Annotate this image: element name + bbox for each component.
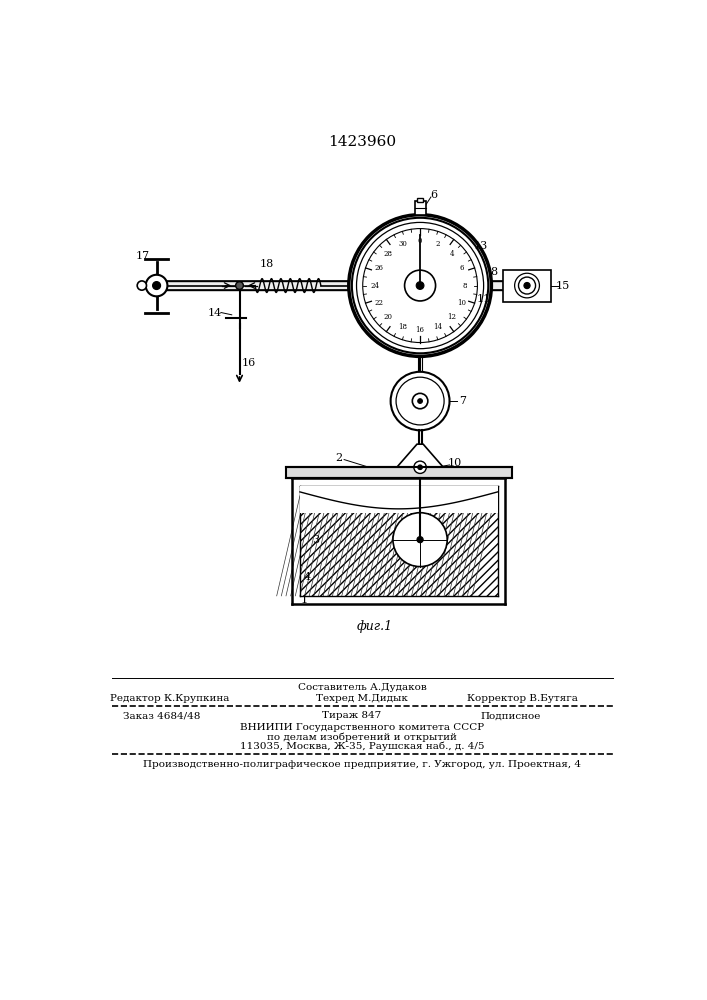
Circle shape bbox=[391, 372, 450, 430]
Circle shape bbox=[418, 465, 422, 470]
Text: Техред М.Дидык: Техред М.Дидык bbox=[316, 694, 408, 703]
Text: 14: 14 bbox=[433, 323, 442, 331]
Text: 4: 4 bbox=[450, 250, 454, 258]
Text: 10: 10 bbox=[457, 299, 466, 307]
Text: фиг.1: фиг.1 bbox=[357, 620, 393, 633]
Text: 113035, Москва, Ж-35, Раушская наб., д. 4/5: 113035, Москва, Ж-35, Раушская наб., д. … bbox=[240, 741, 484, 751]
Circle shape bbox=[153, 282, 160, 289]
Circle shape bbox=[518, 277, 535, 294]
Text: 1423960: 1423960 bbox=[328, 135, 396, 149]
Text: 7: 7 bbox=[460, 396, 466, 406]
Text: 6: 6 bbox=[460, 264, 464, 272]
Text: Составитель А.Дудаков: Составитель А.Дудаков bbox=[298, 683, 426, 692]
Text: Тираж 847: Тираж 847 bbox=[322, 711, 382, 720]
Text: 6: 6 bbox=[431, 190, 438, 200]
Text: 20: 20 bbox=[384, 313, 393, 321]
Text: 18: 18 bbox=[259, 259, 274, 269]
Text: 8: 8 bbox=[463, 282, 467, 290]
Text: 16: 16 bbox=[416, 326, 425, 334]
Text: 14: 14 bbox=[208, 308, 222, 318]
Bar bbox=[158, 281, 349, 290]
Text: 30: 30 bbox=[399, 240, 407, 248]
Circle shape bbox=[414, 461, 426, 473]
Text: 12: 12 bbox=[448, 313, 456, 321]
Text: Редактор К.Крупкина: Редактор К.Крупкина bbox=[110, 694, 230, 703]
Text: 16: 16 bbox=[242, 358, 256, 368]
Text: 17: 17 bbox=[136, 251, 150, 261]
Circle shape bbox=[418, 399, 422, 403]
Bar bbox=[300, 486, 498, 513]
Text: 2: 2 bbox=[435, 240, 440, 248]
Text: Подписное: Подписное bbox=[481, 711, 541, 720]
Circle shape bbox=[349, 215, 491, 356]
Bar bbox=[286, 467, 512, 478]
Text: 15: 15 bbox=[556, 281, 570, 291]
Text: 10: 10 bbox=[448, 458, 462, 468]
Circle shape bbox=[393, 513, 448, 567]
Circle shape bbox=[417, 537, 423, 543]
Circle shape bbox=[524, 282, 530, 289]
Bar bbox=[491, 281, 503, 290]
Text: 24: 24 bbox=[370, 282, 380, 290]
Polygon shape bbox=[397, 444, 443, 467]
Circle shape bbox=[396, 377, 444, 425]
Circle shape bbox=[363, 229, 477, 343]
Bar bbox=[503, 270, 551, 302]
Text: 28: 28 bbox=[384, 250, 393, 258]
Bar bbox=[417, 198, 423, 202]
Text: 13: 13 bbox=[474, 241, 488, 251]
Text: 2: 2 bbox=[335, 453, 342, 463]
Text: Производственно-полиграфическое предприятие, г. Ужгород, ул. Проектная, 4: Производственно-полиграфическое предприя… bbox=[143, 760, 581, 769]
Text: 11: 11 bbox=[477, 294, 491, 304]
Text: 0: 0 bbox=[418, 237, 422, 245]
Circle shape bbox=[416, 282, 424, 289]
Text: 8: 8 bbox=[490, 267, 497, 277]
Text: 3: 3 bbox=[312, 535, 319, 545]
Text: 26: 26 bbox=[374, 264, 383, 272]
Circle shape bbox=[146, 275, 168, 296]
Text: по делам изобретений и открытий: по делам изобретений и открытий bbox=[267, 732, 457, 742]
Circle shape bbox=[137, 281, 146, 290]
Text: 1: 1 bbox=[300, 595, 308, 605]
Text: 4: 4 bbox=[304, 572, 311, 582]
Circle shape bbox=[356, 222, 484, 349]
Bar bbox=[300, 486, 498, 596]
Bar bbox=[414, 201, 426, 215]
Text: ВНИИПИ Государственного комитета СССР: ВНИИПИ Государственного комитета СССР bbox=[240, 723, 484, 732]
Text: Корректор В.Бутяга: Корректор В.Бутяга bbox=[467, 694, 578, 703]
Circle shape bbox=[404, 270, 436, 301]
Circle shape bbox=[412, 393, 428, 409]
Text: 18: 18 bbox=[398, 323, 407, 331]
Circle shape bbox=[235, 282, 243, 289]
Circle shape bbox=[352, 218, 489, 353]
Text: 22: 22 bbox=[374, 299, 383, 307]
Text: Заказ 4684/48: Заказ 4684/48 bbox=[123, 711, 201, 720]
